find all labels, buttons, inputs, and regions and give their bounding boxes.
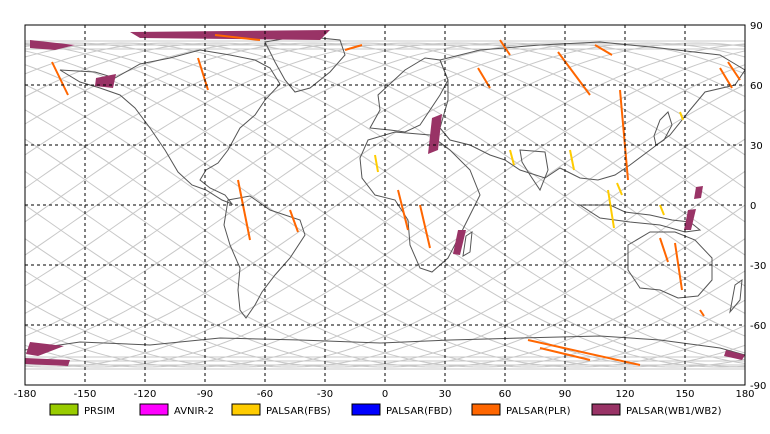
coast-north-america (59, 49, 281, 206)
lat-tick-label: -30 (750, 261, 766, 272)
plr-swath (499, 39, 511, 56)
legend: PRSIM AVNIR-2 PALSAR(FBS) PALSAR(FBD) PALSAR… (49, 403, 722, 417)
plr-swath (727, 61, 741, 81)
lon-tick-label: 180 (735, 389, 754, 400)
legend-swatch (591, 403, 621, 416)
lon-tick-label: -150 (74, 389, 97, 400)
legend-label: PALSAR(PLR) (506, 406, 571, 417)
fbs-swath (616, 182, 623, 196)
coast-new-zealand (729, 278, 743, 314)
legend-label: AVNIR-2 (174, 406, 214, 417)
coast-antarctica (24, 335, 746, 356)
longitude-tick-labels: -180 -150 -120 -90 -60 -30 0 30 60 90 120 150 180 (14, 389, 755, 400)
fbs-swath (569, 149, 575, 171)
legend-swatch (139, 403, 169, 416)
wb-swath (453, 230, 466, 255)
plr-swath (659, 237, 669, 263)
plr-swath (214, 34, 261, 41)
plr-swath (51, 61, 69, 96)
lon-tick-label: 90 (559, 389, 572, 400)
legend-label: PRSIM (84, 406, 115, 417)
lat-tick-label: 60 (750, 81, 763, 92)
fbs-swath (679, 111, 684, 121)
coast-south-america (223, 195, 306, 319)
plr-swath (237, 179, 251, 241)
coast-indonesia (578, 204, 702, 233)
wb-swath (26, 342, 64, 356)
coast-australia (627, 231, 713, 299)
plr-swath (594, 44, 613, 56)
lon-tick-label: -120 (134, 389, 157, 400)
orbit-track (24, 109, 746, 368)
lat-tick-label: 90 (750, 21, 763, 32)
wb-swath (428, 114, 442, 154)
legend-label: PALSAR(FBS) (266, 406, 331, 417)
coast-japan (653, 111, 673, 146)
coast-india (519, 149, 549, 192)
legend-swatch (231, 403, 261, 416)
fbs-swath (607, 189, 615, 229)
legend-swatch (351, 403, 381, 416)
lon-tick-label: -60 (257, 389, 273, 400)
lat-tick-label: 30 (750, 141, 763, 152)
lat-tick-label: -90 (750, 381, 766, 392)
wb-swath (694, 186, 703, 199)
fbs-swath (509, 149, 515, 166)
plr-swath (397, 189, 409, 231)
plr-swath (344, 44, 363, 51)
lon-tick-label: -180 (14, 389, 37, 400)
lon-tick-label: 60 (499, 389, 512, 400)
legend-label: PALSAR(WB1/WB2) (626, 406, 722, 417)
plr-swath (699, 309, 705, 317)
coastlines (24, 35, 746, 356)
coast-asia (439, 41, 746, 181)
latitude-tick-labels: 90 60 30 0 -30 -60 -90 (750, 21, 766, 392)
lon-tick-label: -30 (317, 389, 333, 400)
fbs-swath (659, 204, 665, 216)
lat-tick-label: 0 (750, 201, 756, 212)
legend-label: PALSAR(FBD) (386, 406, 452, 417)
legend-swatch (471, 403, 501, 416)
wb-swath (724, 350, 745, 360)
plr-swath (289, 209, 299, 233)
plr-swath (619, 89, 629, 181)
wb-swath (684, 209, 696, 230)
wb-swath (30, 40, 75, 50)
lon-tick-label: -90 (197, 389, 213, 400)
coast-madagascar (462, 230, 473, 257)
fbs-swath (374, 154, 379, 173)
wb-swath (95, 74, 116, 88)
legend-swatch (49, 403, 79, 416)
wb-swath (130, 30, 330, 40)
wb-swath (25, 358, 70, 366)
grid-lines (25, 25, 745, 385)
plr-swath (674, 242, 683, 291)
orbit-track (24, 109, 746, 368)
plr-swath (527, 339, 641, 366)
plr-swath (557, 51, 591, 96)
plr-swath (539, 347, 591, 361)
coverage-swaths (25, 30, 745, 366)
map-frame (24, 24, 746, 386)
lon-tick-label: 120 (615, 389, 634, 400)
orbit-track (24, 138, 746, 368)
lon-tick-label: 0 (382, 389, 388, 400)
plr-swath (419, 204, 431, 249)
lon-tick-label: 30 (439, 389, 452, 400)
lon-tick-label: 150 (675, 389, 694, 400)
lat-tick-label: -60 (750, 321, 766, 332)
